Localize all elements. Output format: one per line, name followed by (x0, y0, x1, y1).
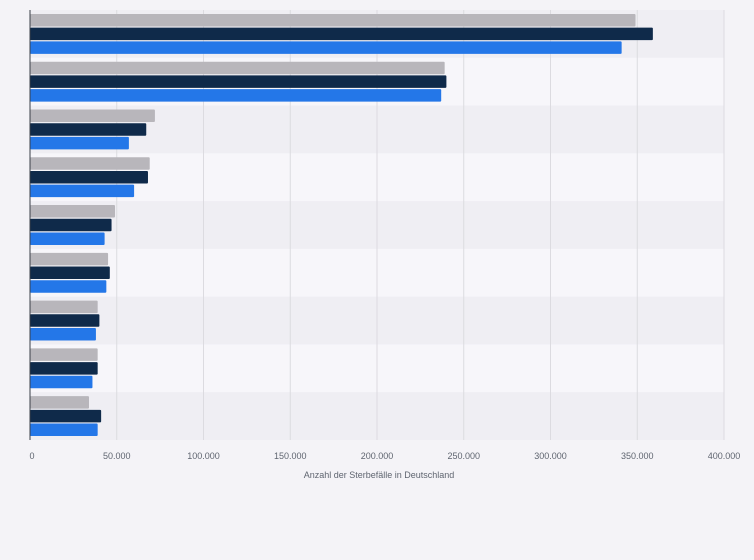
bar[interactable] (30, 218, 112, 232)
bar[interactable] (30, 232, 105, 245)
bar[interactable] (30, 348, 98, 361)
x-axis-title: Anzahl der Sterbefälle in Deutschland (304, 470, 455, 480)
bar[interactable] (30, 252, 109, 266)
x-tick-label: 200.000 (361, 451, 394, 461)
bars (30, 13, 653, 437)
bar[interactable] (30, 61, 445, 75)
x-tick-label: 400.000 (708, 451, 741, 461)
x-axis-ticks: 0 50.000 100.000 150.000 200.000 250.000 300.0… (29, 451, 740, 461)
bar[interactable] (30, 123, 147, 136)
bar[interactable] (30, 362, 98, 375)
bar[interactable] (30, 280, 107, 293)
bar[interactable] (30, 300, 98, 314)
bar[interactable] (30, 75, 447, 88)
bar[interactable] (30, 409, 102, 423)
bar[interactable] (30, 205, 116, 218)
x-tick-label: 0 (29, 451, 34, 461)
bar[interactable] (30, 157, 150, 170)
x-tick-label: 50.000 (103, 451, 131, 461)
bar[interactable] (30, 396, 89, 409)
bar[interactable] (30, 136, 129, 150)
bar[interactable] (30, 423, 98, 437)
bar[interactable] (30, 89, 442, 102)
bar[interactable] (30, 170, 148, 184)
x-tick-label: 150.000 (274, 451, 307, 461)
bar[interactable] (30, 27, 653, 41)
bar[interactable] (30, 328, 96, 341)
bar[interactable] (30, 314, 100, 327)
x-tick-label: 350.000 (621, 451, 654, 461)
x-tick-label: 250.000 (447, 451, 480, 461)
bar[interactable] (30, 184, 135, 198)
x-tick-label: 100.000 (187, 451, 220, 461)
bar[interactable] (30, 375, 93, 389)
bar[interactable] (30, 109, 155, 122)
x-tick-label: 300.000 (534, 451, 567, 461)
bar[interactable] (30, 13, 636, 27)
bar[interactable] (30, 41, 622, 54)
bar[interactable] (30, 266, 110, 280)
